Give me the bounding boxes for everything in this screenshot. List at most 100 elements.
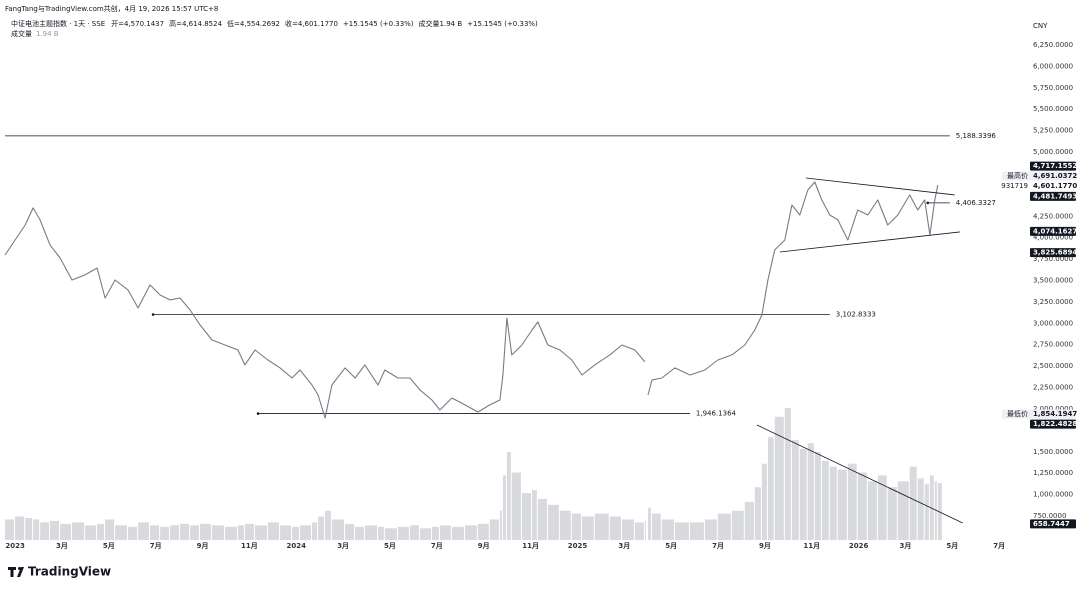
ohlc-item: 低=4,554.2692	[227, 19, 280, 28]
volume-bar	[754, 487, 761, 540]
y-tick-label: 3,000.0000	[1033, 319, 1073, 327]
price-label-prefix: 最低价	[1007, 409, 1028, 418]
volume-bar	[15, 516, 25, 540]
volume-bar	[33, 519, 40, 540]
volume-bar	[499, 510, 502, 540]
volume-bar	[847, 463, 857, 540]
volume-bar	[917, 478, 924, 540]
volume-bar	[105, 519, 115, 540]
volume-bar	[689, 522, 704, 540]
x-tick-label: 3月	[618, 542, 630, 550]
volume-bar	[325, 510, 331, 540]
volume-bar	[25, 517, 33, 540]
volume-bar	[300, 525, 311, 540]
price-line	[4, 181, 939, 419]
volume-bar	[72, 522, 85, 540]
y-tick-label: 5,500.0000	[1033, 105, 1073, 113]
volume-bar	[634, 522, 644, 540]
volume-bar	[190, 525, 199, 540]
price-label-box	[1030, 191, 1076, 201]
volume-bar	[559, 510, 571, 540]
volume-bar	[829, 466, 837, 540]
x-tick-label: 5月	[946, 542, 958, 550]
volume-bar	[502, 475, 506, 540]
ohlc-item: +15.1545 (+0.33%)	[343, 20, 414, 28]
y-tick-label: 1,500.0000	[1033, 448, 1073, 456]
volume-bar	[267, 522, 280, 540]
volume-bar	[128, 526, 138, 540]
logo-text: TradingView	[28, 565, 111, 579]
volume-bar	[477, 523, 489, 540]
y-tick-label: 4,000.0000	[1033, 234, 1073, 242]
x-tick-label: 3月	[337, 542, 349, 550]
volume-bar	[237, 525, 244, 540]
price-label: 4,601.1770	[1033, 182, 1077, 190]
volume-bar	[40, 522, 49, 540]
volume-bar	[897, 481, 909, 540]
volume-bar	[571, 513, 581, 540]
legend: 中证电池主题指数 · 1天 · SSE 开=4,570.1437 高=4,614.8…	[11, 19, 538, 28]
volume-bar	[929, 475, 934, 540]
x-tick-label: 5月	[665, 542, 677, 550]
y-tick-label: 750.0000	[1033, 512, 1066, 520]
price-label-box	[1030, 248, 1076, 258]
trend-line	[756, 424, 963, 524]
volume-bar	[609, 516, 621, 540]
volume-bar	[5, 519, 15, 540]
level-dot	[926, 201, 930, 205]
volume-bar	[431, 526, 439, 540]
price-label-box	[1030, 161, 1076, 171]
x-tick-label: 7月	[431, 542, 443, 550]
price-label: 4,481.7493	[1033, 192, 1077, 200]
volume-bar	[464, 525, 477, 540]
volume-bar	[364, 525, 378, 540]
volume-bar	[717, 513, 731, 540]
level-label: 5,188.3396	[956, 132, 997, 140]
volume-bar	[115, 525, 128, 540]
volume-bar	[255, 525, 267, 540]
volume-bar	[807, 443, 814, 540]
volume-bar	[621, 519, 634, 540]
volume-bar	[799, 449, 807, 540]
volume-bar	[867, 481, 877, 540]
price-label-prefix-box	[1002, 171, 1030, 181]
y-tick-label: 5,250.0000	[1033, 127, 1073, 135]
volume-bar	[160, 526, 169, 540]
volume-bar	[644, 520, 646, 540]
volume-bar	[138, 522, 150, 540]
y-tick-label: 3,750.0000	[1033, 255, 1073, 263]
volume-bar	[704, 519, 717, 540]
source: FangTang与TradingView.com共创，4月 19, 2026 1…	[5, 4, 218, 13]
volume-bar	[199, 523, 211, 540]
volume-bar	[934, 481, 937, 540]
y-tick-label: 1,250.0000	[1033, 469, 1073, 477]
volume-bar	[180, 523, 190, 540]
logo-dot	[18, 567, 21, 570]
volume-title: 成交量	[11, 29, 32, 38]
price-label-prefix-box	[1002, 181, 1030, 191]
price-label: 1,854.1947	[1033, 410, 1077, 418]
volume-bar	[169, 525, 180, 540]
y-tick-label: 2,500.0000	[1033, 362, 1073, 370]
x-tick-label: 2025	[568, 542, 588, 550]
y-tick-label: 2,250.0000	[1033, 384, 1073, 392]
volume-bar	[419, 528, 431, 540]
volume-bar	[731, 510, 744, 540]
volume-bar	[581, 516, 594, 540]
volume-bar	[280, 525, 292, 540]
logo: TradingView	[8, 565, 111, 579]
ohlc-item: 收=4,601.1770	[285, 19, 338, 28]
price-label: 3,825.6894	[1033, 249, 1077, 257]
logo-mark	[8, 567, 24, 577]
level-label: 1,946.1364	[696, 410, 737, 418]
y-tick-label: 5,750.0000	[1033, 84, 1073, 92]
volume-bar	[744, 501, 754, 540]
symbol: 中证电池主题指数 · 1天 · SSE	[11, 19, 105, 28]
volume-bar	[877, 475, 887, 540]
volume-bar	[211, 525, 225, 540]
volume-bar	[292, 526, 300, 540]
currency: CNY	[1033, 22, 1048, 30]
x-tick-label: 9月	[197, 542, 209, 550]
volume-bar	[651, 513, 661, 540]
